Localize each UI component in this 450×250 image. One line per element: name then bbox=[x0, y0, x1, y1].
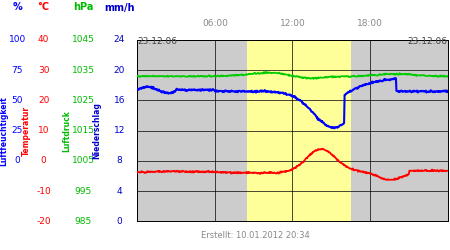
Text: -10: -10 bbox=[36, 186, 51, 196]
Text: 20: 20 bbox=[113, 66, 125, 75]
Text: 24: 24 bbox=[113, 36, 125, 44]
Text: mm/h: mm/h bbox=[104, 2, 135, 12]
Text: 100: 100 bbox=[9, 36, 26, 44]
Text: 0: 0 bbox=[41, 156, 46, 165]
Text: 1015: 1015 bbox=[72, 126, 95, 135]
Text: 23.12.06: 23.12.06 bbox=[408, 38, 448, 46]
Bar bbox=[247, 40, 351, 221]
Text: 40: 40 bbox=[38, 36, 50, 44]
Text: 8: 8 bbox=[117, 156, 122, 165]
Text: 1035: 1035 bbox=[72, 66, 95, 75]
Text: Niederschlag: Niederschlag bbox=[92, 102, 101, 159]
Text: 25: 25 bbox=[11, 126, 23, 135]
Text: Temperatur: Temperatur bbox=[22, 106, 31, 156]
Text: 12: 12 bbox=[113, 126, 125, 135]
Text: 0: 0 bbox=[14, 156, 20, 165]
Text: 1045: 1045 bbox=[72, 36, 94, 44]
Text: 0: 0 bbox=[117, 217, 122, 226]
Text: °C: °C bbox=[38, 2, 50, 12]
Text: 1005: 1005 bbox=[72, 156, 95, 165]
Text: %: % bbox=[12, 2, 22, 12]
Text: Erstellt: 10.01.2012 20:34: Erstellt: 10.01.2012 20:34 bbox=[201, 231, 310, 240]
Text: -20: -20 bbox=[36, 217, 51, 226]
Text: 16: 16 bbox=[113, 96, 125, 105]
Text: 06:00: 06:00 bbox=[202, 19, 228, 28]
Text: 985: 985 bbox=[75, 217, 92, 226]
Text: Luftfeuchtigkeit: Luftfeuchtigkeit bbox=[0, 96, 8, 166]
Text: 30: 30 bbox=[38, 66, 50, 75]
Text: 10: 10 bbox=[38, 126, 50, 135]
Text: 1025: 1025 bbox=[72, 96, 94, 105]
Text: 995: 995 bbox=[75, 186, 92, 196]
Text: 23.12.06: 23.12.06 bbox=[137, 38, 177, 46]
Text: 75: 75 bbox=[11, 66, 23, 75]
Text: 50: 50 bbox=[11, 96, 23, 105]
Text: 12:00: 12:00 bbox=[279, 19, 306, 28]
Text: 20: 20 bbox=[38, 96, 50, 105]
Text: 18:00: 18:00 bbox=[357, 19, 383, 28]
Text: 4: 4 bbox=[117, 186, 122, 196]
Text: hPa: hPa bbox=[73, 2, 94, 12]
Text: Luftdruck: Luftdruck bbox=[62, 110, 71, 152]
